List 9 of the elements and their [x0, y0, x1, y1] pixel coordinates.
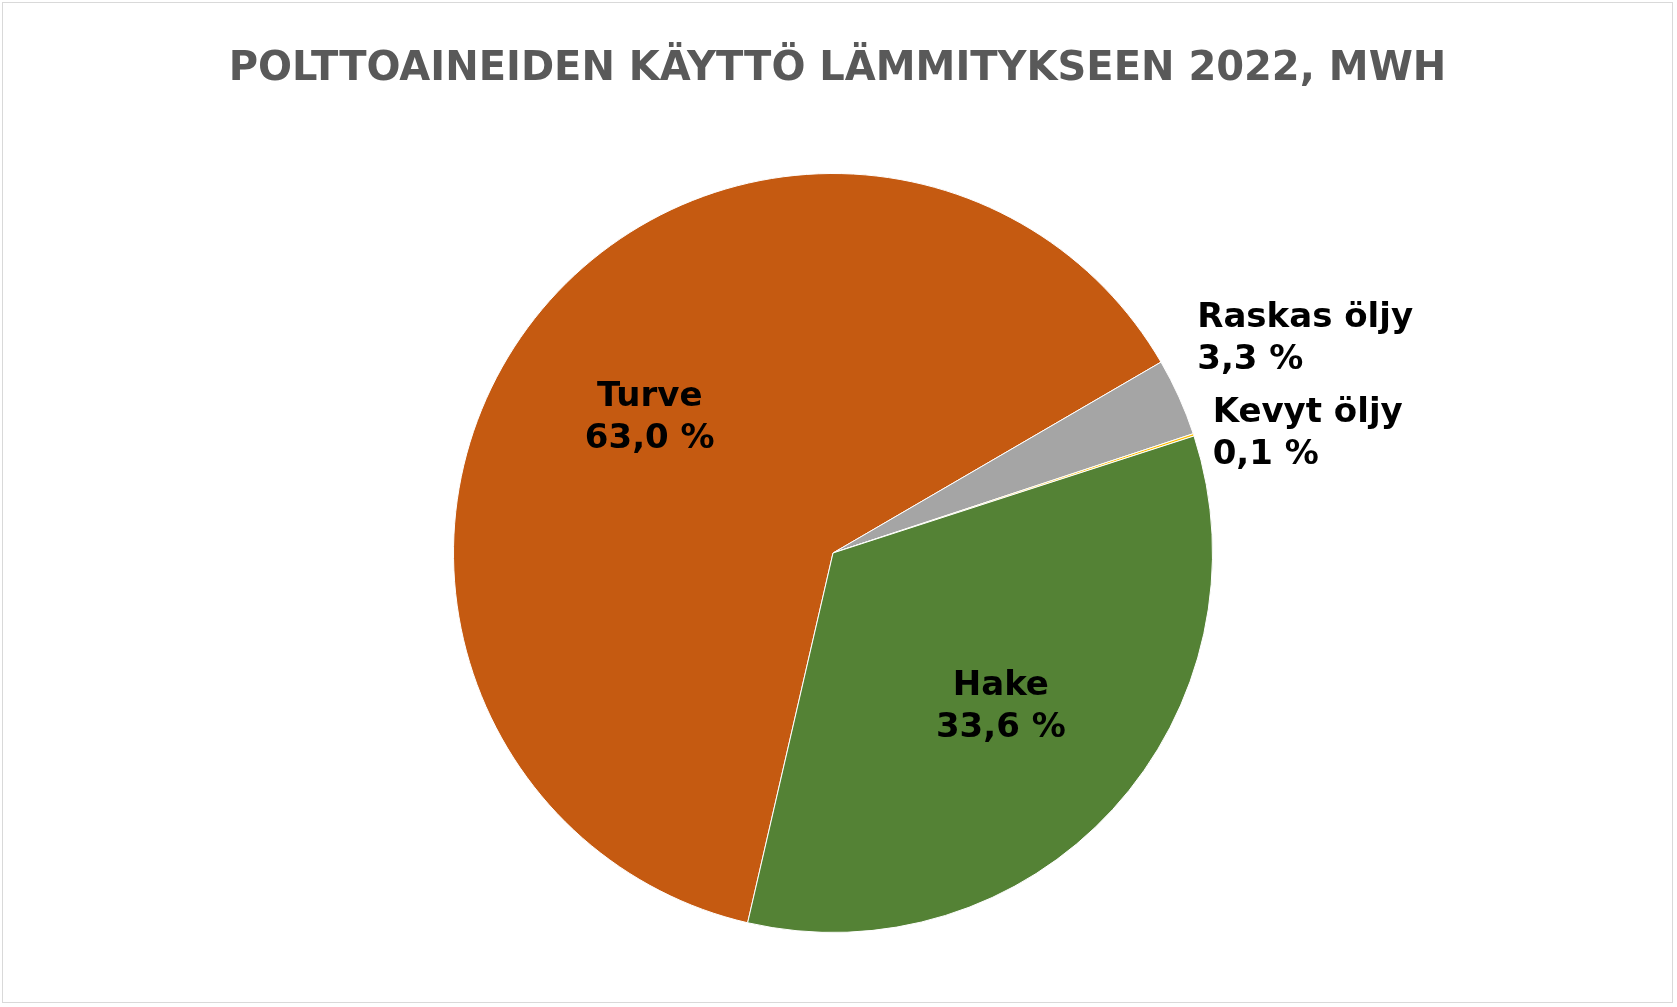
data-label: 3,3 %	[1197, 336, 1304, 377]
chart-title: POLTTOAINEIDEN KÄYTTÖ LÄMMITYKSEEN 2022, MWH	[227, 43, 1448, 89]
slice-label: Raskas öljy	[1197, 294, 1414, 335]
data-label: 33,6 %	[935, 704, 1066, 745]
slice-label: Kevyt öljy	[1212, 389, 1403, 430]
data-label: 63,0 %	[584, 415, 715, 456]
data-label: 0,1 %	[1212, 431, 1319, 472]
slice-label: Turve	[596, 373, 703, 414]
slice-label: Hake	[952, 662, 1049, 703]
